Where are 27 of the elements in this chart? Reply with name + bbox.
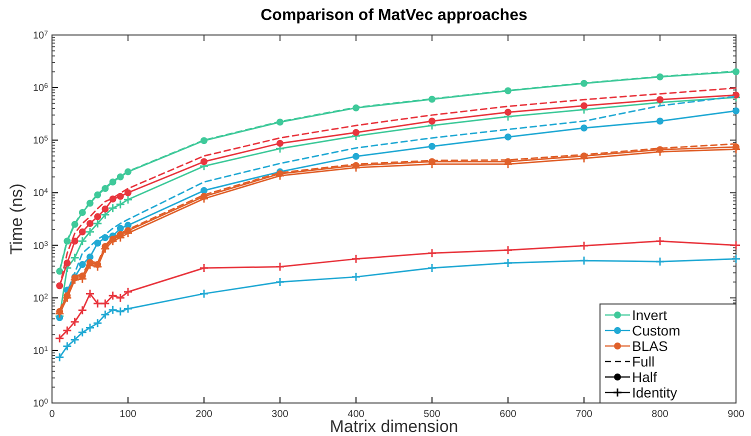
- x-tick-label: 800: [652, 409, 669, 420]
- x-tick-label: 300: [272, 409, 289, 420]
- x-tick-label: 400: [348, 409, 365, 420]
- x-tick-label: 200: [196, 409, 213, 420]
- x-tick-label: 500: [424, 409, 441, 420]
- legend-label: Invert: [632, 306, 668, 323]
- chart-title: Comparison of MatVec approaches: [260, 7, 528, 24]
- y-tick-label: 10$^{4}$: [32, 188, 48, 200]
- y-tick-label: 10$^{3}$: [32, 240, 48, 252]
- legend-label: Half: [632, 368, 658, 385]
- y-tick-label: 10$^{6}$: [32, 82, 48, 94]
- y-axis-title: Time (ns): [7, 183, 26, 255]
- y-tick-label: 10$^{5}$: [32, 135, 48, 147]
- x-tick-label: 700: [576, 409, 593, 420]
- y-tick-label: 10$^{7}$: [32, 30, 48, 42]
- x-tick-label: 600: [500, 409, 517, 420]
- x-tick-label: 900: [728, 409, 745, 420]
- y-tick-label: 10$^{2}$: [32, 292, 48, 304]
- legend-label: Full: [632, 353, 655, 370]
- x-axis-title: Matrix dimension: [330, 417, 458, 436]
- y-tick-label: 10$^{1}$: [32, 345, 48, 357]
- legend-label: BLAS: [632, 338, 668, 354]
- x-tick-label: 100: [120, 409, 137, 420]
- legend-label: Custom: [632, 322, 680, 338]
- legend-label: Identity: [632, 384, 678, 400]
- y-tick-label: 10$^{0}$: [32, 398, 48, 410]
- x-tick-label: 0: [49, 409, 56, 420]
